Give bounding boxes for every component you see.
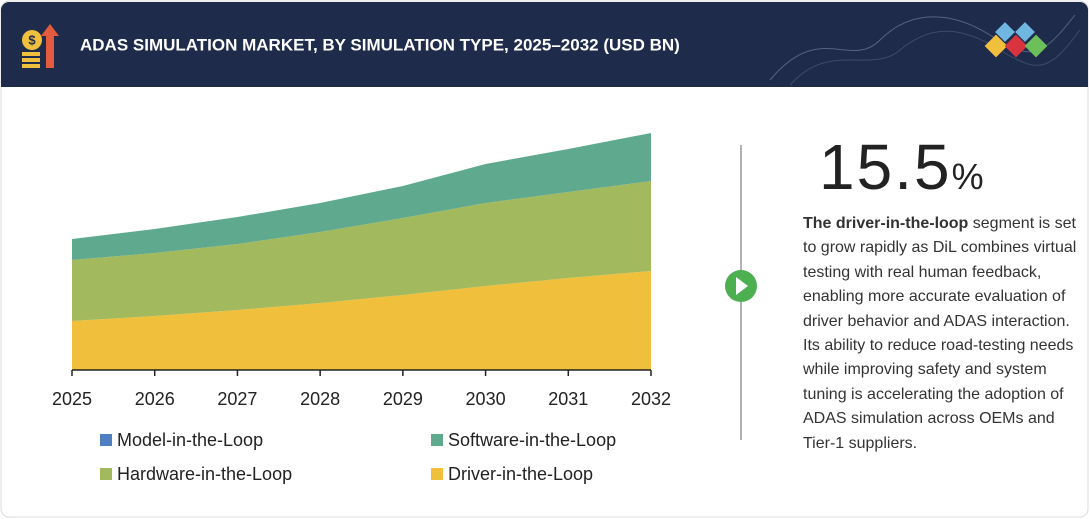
- legend-label: Hardware-in-the-Loop: [117, 464, 292, 484]
- legend-label: Driver-in-the-Loop: [448, 464, 593, 484]
- area: [72, 133, 651, 260]
- x-tick-label: 2031: [548, 389, 588, 409]
- svg-text:$: $: [28, 32, 36, 47]
- legend-label: Software-in-the-Loop: [448, 430, 616, 450]
- x-tick-label: 2029: [383, 389, 423, 409]
- x-tick-label: 2026: [135, 389, 175, 409]
- header-decoration: [789, 29, 1081, 86]
- legend-swatch: [100, 434, 112, 446]
- x-tick-label: 2032: [631, 389, 671, 409]
- x-tick-label: 2027: [217, 389, 257, 409]
- play-arrow: [736, 277, 748, 295]
- area: [72, 181, 651, 321]
- headline-unit: %: [951, 156, 984, 197]
- x-tick-label: 2028: [300, 389, 340, 409]
- headline-value: 15.5: [819, 131, 952, 203]
- x-tick-label: 2030: [466, 389, 506, 409]
- headline: 15.5%: [819, 130, 1081, 204]
- callout: 15.5% The driver-in-the-loop segment is …: [803, 130, 1081, 456]
- legend-swatch: [431, 434, 443, 446]
- legend-swatch: [100, 468, 112, 480]
- header-icon: $: [22, 24, 59, 68]
- legend-label: Model-in-the-Loop: [117, 430, 263, 450]
- description: The driver-in-the-loop segment is set to…: [803, 212, 1081, 456]
- x-tick-label: 2025: [52, 389, 92, 409]
- header-decoration: [769, 14, 1076, 81]
- legend-swatch: [431, 468, 443, 480]
- chart-title: ADAS SIMULATION MARKET, BY SIMULATION TY…: [80, 35, 680, 54]
- area: [72, 271, 651, 370]
- description-lead: The driver-in-the-loop: [803, 215, 969, 232]
- description-text: segment is set to grow rapidly as DiL co…: [803, 215, 1077, 452]
